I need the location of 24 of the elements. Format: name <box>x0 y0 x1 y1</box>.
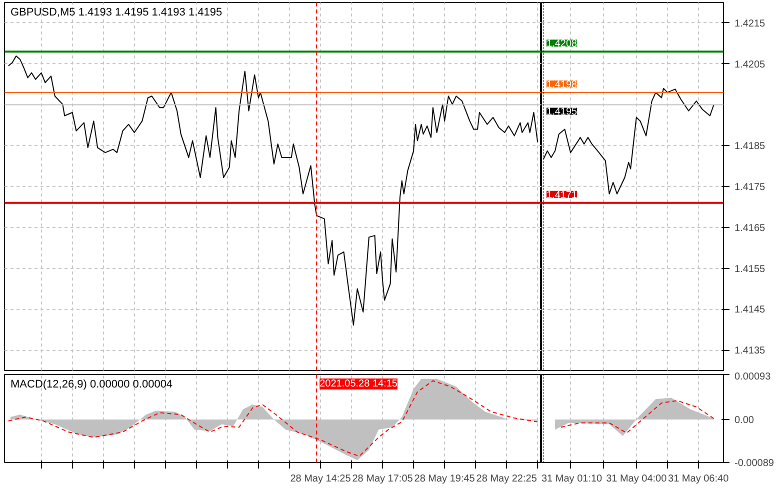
x-tick-label: 31 May 01:10 <box>542 474 603 484</box>
ref-line-label: 1.4195 <box>546 106 578 118</box>
ref-line-label: 1.4198 <box>546 79 578 90</box>
x-tick-label: 31 May 04:00 <box>606 474 668 484</box>
x-tick-label: 28 May 19:45 <box>414 474 476 484</box>
x-tick-label: 28 May 14:25 <box>290 474 352 484</box>
chart-title: GBPUSD,M5 1.4193 1.4195 1.4193 1.4195 <box>10 6 222 18</box>
y-tick-label: 1.4145 <box>734 304 766 316</box>
y-tick-label: 1.4175 <box>734 182 766 193</box>
x-tick-label: 31 May 06:40 <box>668 474 730 484</box>
y-tick-label: 1.4135 <box>734 346 766 357</box>
y-tick-label: 1.4205 <box>734 59 766 70</box>
x-tick-label: 28 May 17:05 <box>352 474 414 484</box>
y-tick-label: 1.4185 <box>734 141 766 152</box>
y-tick-label: 0.00 <box>734 414 754 426</box>
ref-line-label: 2021.05.28 14:15 <box>320 378 398 390</box>
y-tick-label: 1.4165 <box>734 222 766 234</box>
chart-title: MACD(12,26,9) 0.00000 0.00004 <box>10 378 173 390</box>
y-tick-label: 0.00093 <box>734 372 772 382</box>
x-tick-label: 28 May 22:25 <box>476 474 538 484</box>
y-tick-label: 1.4155 <box>734 264 766 275</box>
ref-line-label: 1.4171 <box>546 190 578 201</box>
y-tick-label: -0.00089 <box>734 458 774 469</box>
y-tick-label: 1.4215 <box>734 18 766 30</box>
